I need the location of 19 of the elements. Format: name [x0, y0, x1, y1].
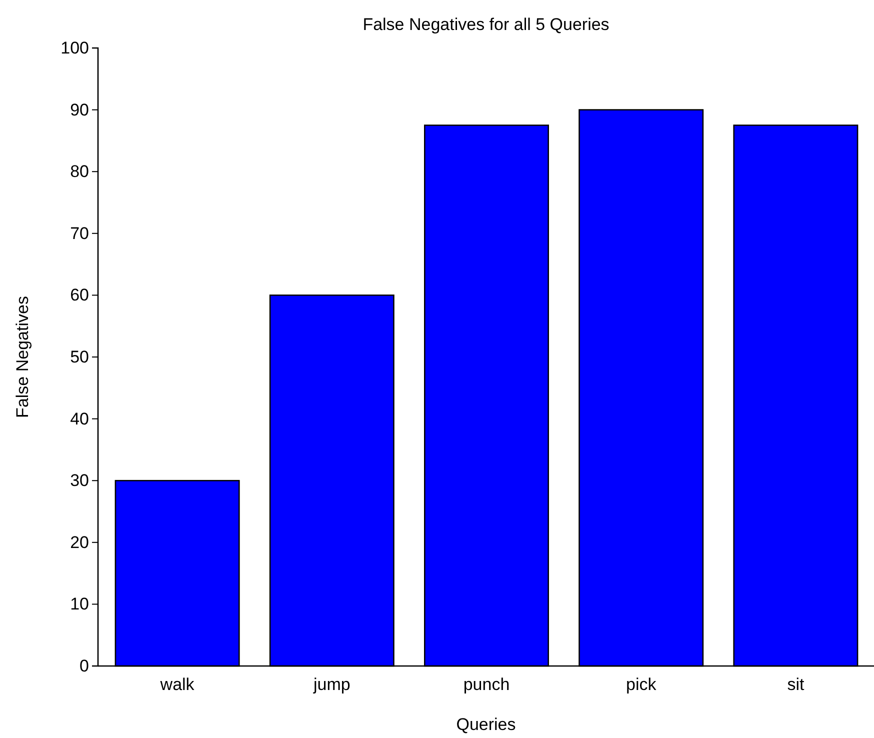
y-tick-label: 40: [70, 409, 89, 428]
y-tick-label: 60: [70, 286, 89, 305]
x-tick-label: walk: [159, 675, 195, 694]
chart-title: False Negatives for all 5 Queries: [362, 15, 610, 34]
y-tick-label: 70: [70, 224, 89, 243]
y-tick-label: 90: [70, 100, 89, 120]
y-axis-title: False Negatives: [13, 296, 32, 418]
y-tick-label: 10: [70, 594, 89, 614]
x-tick-label: punch: [463, 675, 510, 694]
x-axis-title: Queries: [456, 715, 516, 734]
y-tick-label: 30: [70, 471, 89, 490]
y-tick-label: 20: [70, 532, 89, 552]
x-tick-label: pick: [626, 675, 657, 694]
y-tick-label: 80: [70, 162, 89, 182]
y-tick-label: 100: [60, 38, 89, 58]
y-tick-label: 0: [80, 656, 89, 676]
y-tick-label: 50: [70, 347, 89, 366]
x-tick-label: sit: [787, 675, 804, 694]
x-tick-label: jump: [312, 675, 350, 694]
